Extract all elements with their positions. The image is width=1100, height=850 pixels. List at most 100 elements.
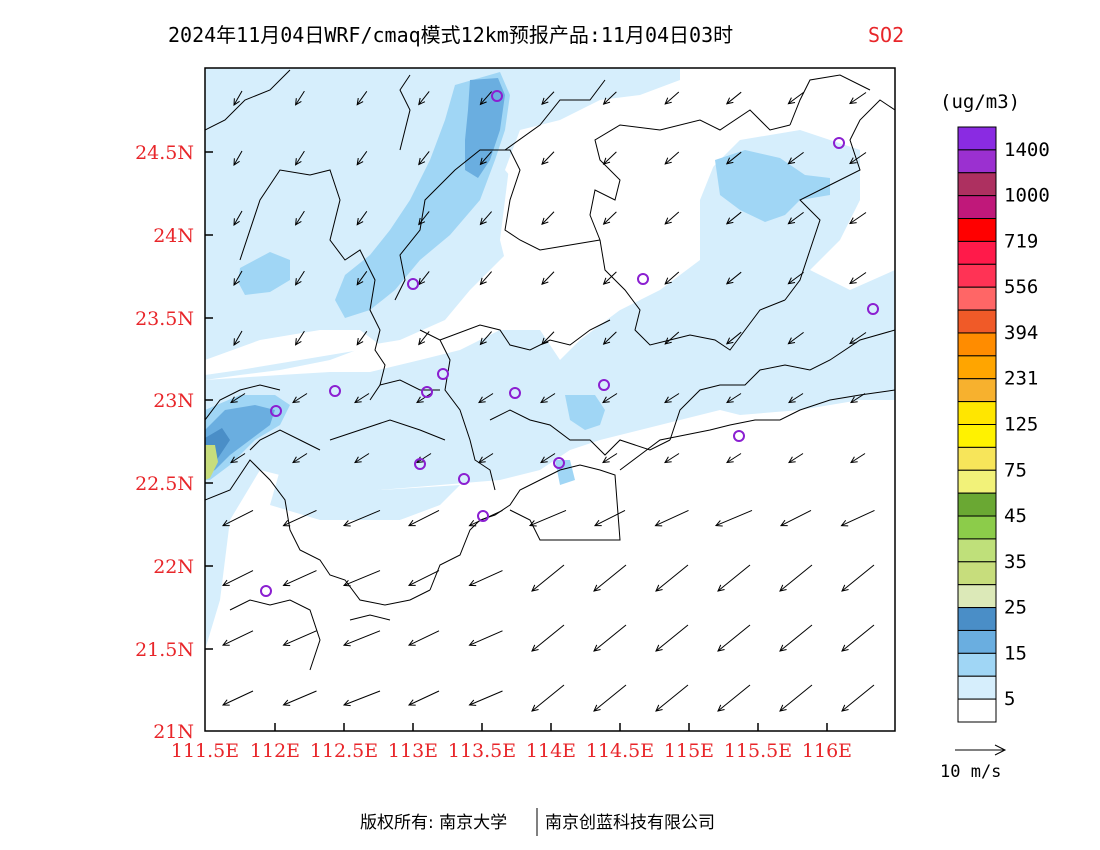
wind-arrow [221,570,254,586]
wind-arrow [850,393,866,404]
wind-arrow [478,393,494,404]
wind-vector-key: 10 m/s [940,744,1007,782]
wind-arrow [233,210,243,226]
map-title: 2024年11月04日WRF/cmaq模式12km预报产品:11月04日03时 [168,23,733,47]
wind-arrow [528,509,567,527]
wind-arrow [541,91,555,106]
wind-arrow [593,624,627,652]
wind-arrow [849,272,867,285]
wind-arrow [282,570,317,587]
wind-arrow [408,509,440,527]
wind-arrow [479,211,492,226]
wind-arrow [602,271,617,285]
color-bar-segment [957,515,997,540]
station-marker [458,473,470,485]
legend-label: 45 [1004,505,1027,527]
concentration-contour-25 [465,78,505,178]
wind-vector-key-label: 10 m/s [940,762,1001,782]
wind-arrow [418,91,430,106]
wind-vectors [221,90,875,712]
wind-arrow [282,509,317,527]
station-marker [421,386,433,398]
y-tick-label: 23.5N [135,308,194,330]
wind-arrow [726,393,742,404]
wind-arrow [602,91,617,105]
wind-arrow [593,684,627,712]
color-bar-segment [957,378,997,403]
color-bar-segment [957,446,997,471]
wind-arrow [233,90,243,106]
wind-arrow [407,570,440,586]
monitoring-stations [260,90,879,597]
x-tick-label: 112.5E [310,740,378,762]
wind-arrow [233,270,243,286]
y-tick-label: 24N [153,225,194,247]
legend-label: 1000 [1004,185,1050,207]
wind-arrow [788,453,804,464]
wind-arrow [654,509,689,527]
wind-arrow [294,150,305,166]
wind-arrow [787,151,804,165]
color-bar-segment [957,561,997,586]
wind-arrow [292,393,308,404]
wind-arrow [540,453,556,464]
wind-arrow [788,393,804,404]
y-tick-label: 23N [153,390,194,412]
wind-arrow [541,271,555,286]
wind-arrow [717,564,751,592]
map-plot-area [205,68,895,731]
station-marker [598,379,610,391]
copyright-right: 南京创蓝科技有限公司 [545,813,715,833]
wind-arrow [230,453,246,464]
wind-arrow [787,331,804,345]
wind-arrow [655,564,689,592]
wind-arrow [468,509,503,527]
color-bar-segment [957,652,997,677]
wind-arrow [541,211,555,226]
wind-arrow [841,564,875,592]
color-bar-segment [957,629,997,654]
legend-label: 394 [1004,322,1038,344]
wind-arrow [850,453,866,464]
legend-label: 25 [1004,597,1027,619]
wind-arrow [468,690,503,706]
legend-label: 556 [1004,276,1038,298]
wind-arrow [354,453,370,464]
wind-arrow [416,393,432,404]
wind-arrow [479,271,492,286]
color-bar-segment [957,240,997,265]
x-tick-label: 114E [526,740,576,762]
wind-arrow [342,690,381,707]
wind-arrow [531,564,565,592]
color-bar-segment [957,424,997,448]
wind-arrow [407,690,440,706]
color-bar-segment [957,309,997,334]
y-tick-label: 22N [153,556,194,578]
wind-arrow [292,453,308,464]
wind-arrow [714,509,753,527]
legend-label: 75 [1004,459,1027,481]
species-label: SO2 [868,23,904,47]
wind-arrow [356,331,368,346]
legend-label: 231 [1004,368,1038,390]
wind-arrow [356,151,368,166]
wind-arrow [531,624,565,652]
legend-labels: 1400 1000 719 556 394 231 125 75 45 35 25 15 5 [1004,139,1050,710]
wind-arrow [849,92,867,105]
copyright-left: 版权所有: 南京大学 [360,813,507,833]
wind-arrow [849,332,867,345]
wind-arrow [418,211,430,226]
wind-arrow [531,684,565,712]
y-tick-label: 21N [153,721,194,743]
wind-arrow [779,684,813,712]
wind-arrow [664,211,680,225]
wind-arrow [841,624,875,652]
x-tick-label: 111.5E [171,740,239,762]
wind-arrow [664,271,680,285]
x-tick-label: 113.5E [448,740,516,762]
station-marker [833,137,845,149]
wind-arrow [602,393,618,404]
wind-arrow [780,509,812,527]
wind-arrow [655,684,689,712]
